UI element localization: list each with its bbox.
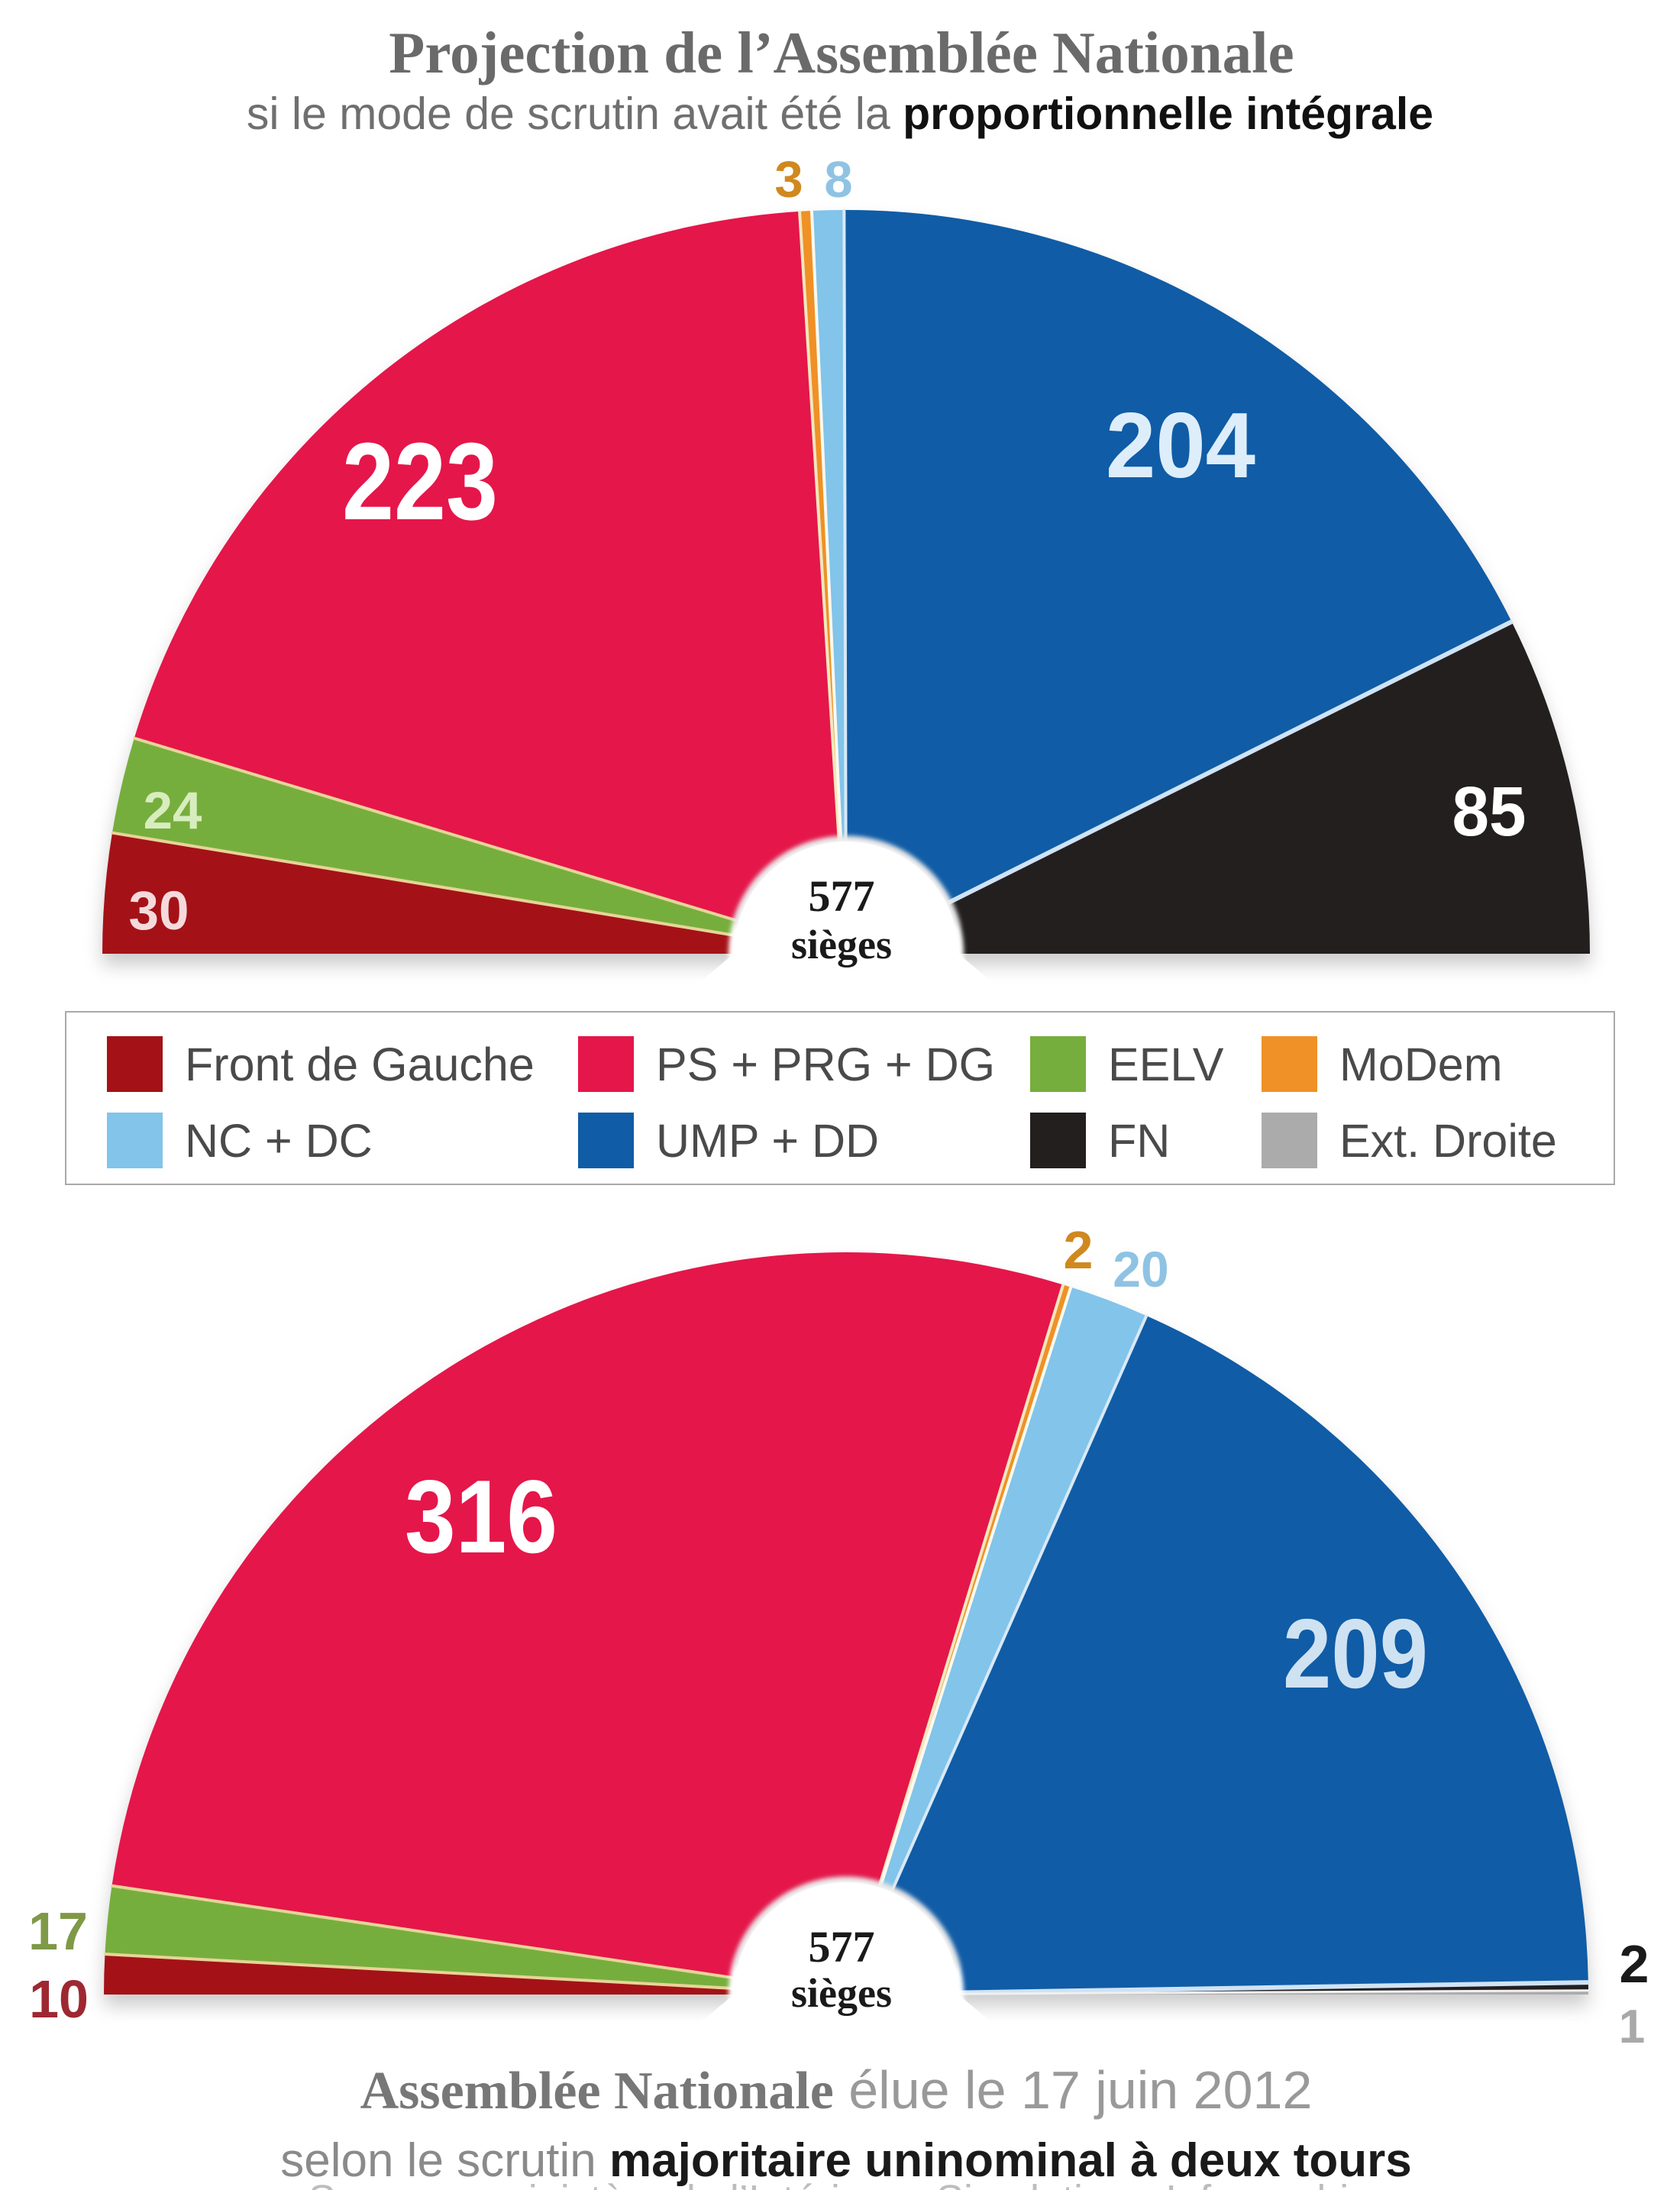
svg-text:NC + DC: NC + DC: [185, 1115, 373, 1167]
svg-text:223: 223: [342, 420, 498, 543]
svg-text:17: 17: [28, 1901, 88, 1961]
svg-text:MoDem: MoDem: [1339, 1038, 1503, 1090]
svg-text:EELV: EELV: [1108, 1038, 1224, 1090]
svg-text:577: 577: [809, 1922, 875, 1972]
svg-text:FN: FN: [1108, 1115, 1170, 1167]
svg-text:3: 3: [774, 151, 803, 208]
svg-text:85: 85: [1452, 773, 1527, 851]
svg-text:Assemblée Nationale élue le 17: Assemblée Nationale élue le 17 juin 2012: [360, 2060, 1313, 2121]
svg-text:Ext. Droite: Ext. Droite: [1339, 1115, 1557, 1167]
svg-text:20: 20: [1113, 1241, 1168, 1297]
svg-text:si le mode de scrutin avait ét: si le mode de scrutin avait été la propo…: [247, 89, 1433, 139]
svg-text:Front de Gauche: Front de Gauche: [185, 1038, 535, 1090]
svg-text:316: 316: [405, 1458, 557, 1575]
svg-text:sièges: sièges: [791, 922, 892, 967]
svg-text:Sources : ministère de l’Intér: Sources : ministère de l’Intérieur - Sim…: [309, 2177, 1372, 2190]
svg-text:30: 30: [129, 881, 189, 942]
svg-text:UMP + DD: UMP + DD: [656, 1115, 879, 1167]
svg-text:8: 8: [824, 151, 852, 208]
svg-text:Projection de l’Assemblée Nati: Projection de l’Assemblée Nationale: [389, 20, 1294, 86]
svg-text:24: 24: [144, 781, 202, 840]
svg-text:577: 577: [809, 871, 875, 921]
svg-text:1: 1: [1619, 2001, 1645, 2053]
svg-text:2: 2: [1064, 1220, 1094, 1280]
svg-text:10: 10: [29, 1969, 89, 2029]
svg-text:204: 204: [1106, 393, 1255, 497]
svg-text:2: 2: [1620, 1934, 1649, 1994]
svg-text:PS + PRG + DG: PS + PRG + DG: [656, 1038, 995, 1090]
svg-text:209: 209: [1283, 1599, 1428, 1709]
svg-text:sièges: sièges: [791, 1970, 892, 2016]
svg-text:selon le scrutin majoritaire u: selon le scrutin majoritaire uninominal …: [280, 2134, 1412, 2187]
